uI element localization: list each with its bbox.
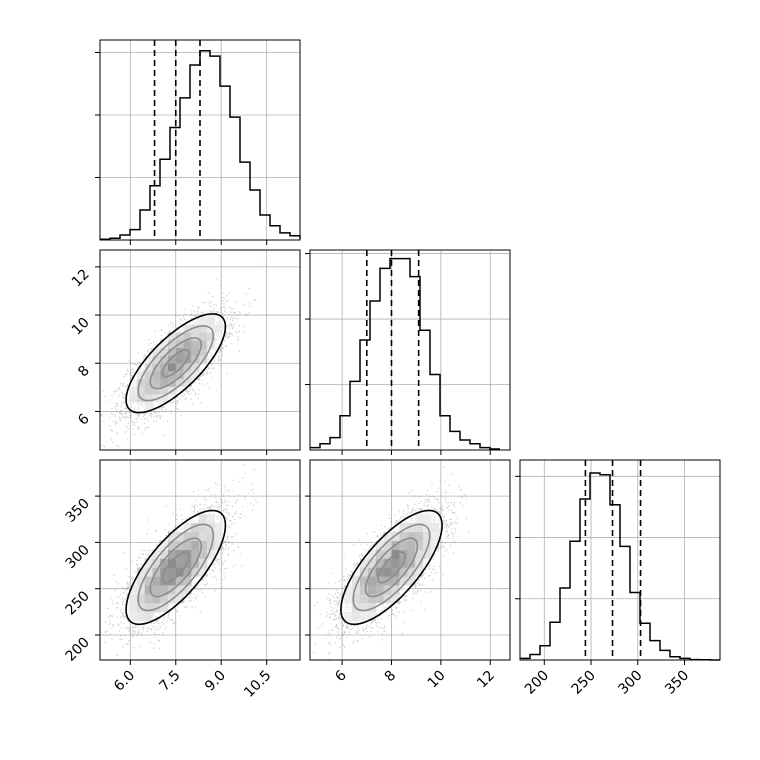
p-j01-ytick-label-1: 8: [75, 363, 93, 381]
p-j01-ytick-label-2: 10: [69, 315, 93, 339]
panel-joint-0-1: 6 8 10 12: [69, 249, 301, 455]
p-j02-contour-3: [125, 509, 227, 626]
p-j02-xtick-label-2: 9.0: [202, 668, 229, 695]
p-j02-frame: [99, 459, 301, 661]
panel-hist-2: 200 250 300 350: [515, 459, 721, 698]
panel-hist-0: [95, 39, 301, 245]
p-j01-plot-area: [100, 263, 265, 448]
panel-joint-1-2: 6 8 10 12: [305, 459, 511, 692]
p-h2-frame: [519, 459, 721, 661]
p-j12-contour-3: [340, 509, 443, 626]
p-j01-frame: [99, 249, 301, 451]
p-j02-plot-area: [100, 464, 257, 656]
p-h2-xtick-label-3: 350: [662, 668, 692, 698]
p-h2-xtick-label-2: 300: [615, 668, 645, 698]
p-j01-ytick-label-0: 6: [75, 411, 93, 429]
p-j02-ytick-label-0: 200: [63, 635, 93, 665]
p-j02-ytick-label-3: 350: [63, 496, 93, 526]
p-j01-ytick-label-3: 12: [69, 266, 93, 290]
p-h0-frame: [99, 39, 301, 241]
p-h1-hist-steps: [310, 257, 500, 450]
panel-hist-1: [305, 249, 511, 455]
p-j12-plot-area: [313, 466, 470, 660]
p-h2-hist-steps: [520, 472, 720, 661]
p-h2-xtick-label-0: 200: [522, 668, 552, 698]
p-j02-xtick-label-1: 7.5: [157, 668, 184, 695]
p-j12-xtick-label-3: 12: [474, 668, 498, 692]
p-j02-ytick-label-1: 250: [63, 588, 93, 618]
p-h1-frame: [309, 249, 511, 451]
p-j12-xtick-label-2: 10: [425, 668, 449, 692]
p-j01-contour-3: [125, 313, 227, 414]
p-j02-xtick-label-0: 6.0: [111, 668, 138, 695]
panel-joint-0-2: 6.0 7.5 9.0 10.5 200 250 300 350: [63, 459, 301, 701]
p-j12-frame: [309, 459, 511, 661]
p-j12-xtick-label-0: 6: [332, 667, 350, 685]
p-h2-xtick-label-1: 250: [569, 668, 599, 698]
p-j12-xtick-label-1: 8: [382, 668, 400, 686]
p-j02-ytick-label-2: 300: [63, 542, 93, 572]
p-j02-xtick-label-3: 10.5: [241, 668, 274, 701]
